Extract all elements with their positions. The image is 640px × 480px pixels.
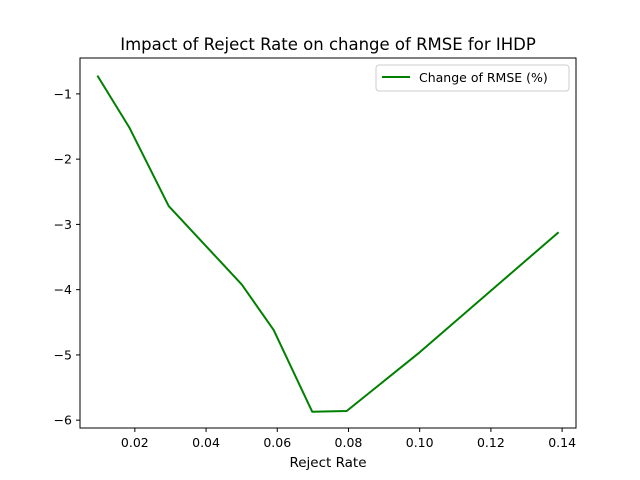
- x-tick-label: 0.02: [121, 435, 149, 450]
- y-tick-label: −1: [54, 86, 72, 101]
- x-tick-label: 0.08: [335, 435, 363, 450]
- y-tick-label: −6: [54, 413, 72, 428]
- x-tick-label: 0.10: [406, 435, 434, 450]
- x-tick-label: 0.06: [263, 435, 291, 450]
- y-tick-label: −4: [54, 282, 72, 297]
- y-axis: −1 −2 −3 −4 −5 −6: [54, 86, 80, 428]
- y-tick-label: −5: [54, 347, 72, 362]
- y-tick-label: −2: [54, 152, 72, 167]
- x-tick-label: 0.14: [548, 435, 576, 450]
- legend: Change of RMSE (%): [375, 64, 570, 92]
- series-layer: [96, 75, 560, 413]
- x-axis: 0.02 0.04 0.06 0.08 0.10 0.12 0.14: [121, 428, 576, 450]
- x-tick-label: 0.04: [192, 435, 220, 450]
- chart-title: Impact of Reject Rate on change of RMSE …: [120, 35, 536, 54]
- y-tick-label: −3: [54, 217, 72, 232]
- legend-box: [375, 64, 570, 92]
- x-axis-label: Reject Rate: [289, 455, 366, 471]
- x-tick-label: 0.12: [477, 435, 505, 450]
- legend-entry-label: Change of RMSE (%): [419, 70, 548, 85]
- series-line: [96, 75, 560, 413]
- plot-frame: [79, 57, 577, 429]
